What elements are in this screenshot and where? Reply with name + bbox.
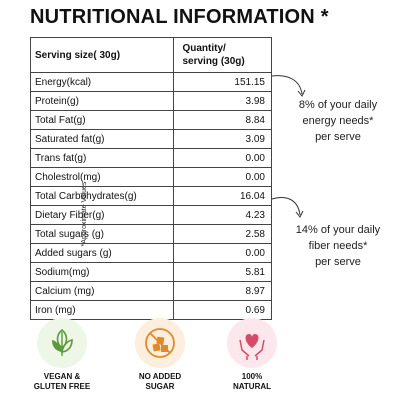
energy-note-line2: energy needs*: [302, 115, 374, 127]
natural-badge-label: 100% NATURAL: [212, 372, 292, 392]
table-row: Total Carbohydrates(g) 16.04: [29, 186, 272, 206]
table-row: Added sugars (g) 0.00: [29, 243, 272, 263]
fiber-note-line2: fiber needs*: [308, 240, 368, 252]
header-serving-size: Serving size( 30g): [29, 37, 175, 73]
nutrient-label: Total Fat(g): [29, 110, 175, 130]
no-sugar-icon: [145, 328, 175, 358]
nutrition-table: Serving size( 30g) Quantity/ serving (30…: [29, 37, 272, 320]
nutrient-value: 3.98: [173, 91, 272, 111]
nutrient-label: Added sugars (g): [29, 243, 175, 263]
nutrient-label: Protein(g): [29, 91, 175, 111]
header-quantity: Quantity/ serving (30g): [173, 37, 272, 73]
fiber-note: 14% of your daily fiber needs* per serve: [282, 222, 394, 270]
nutrient-value: 151.15: [173, 72, 272, 92]
vegan-badge: [37, 318, 87, 368]
energy-note-line1: 8% of your daily: [298, 99, 378, 111]
fiber-note-line1: 14% of your daily: [295, 224, 381, 236]
nutrient-label: Energy(kcal): [29, 72, 175, 92]
nutrient-value: 0.00: [173, 148, 272, 168]
vegan-label-line1: VEGAN &: [43, 372, 81, 381]
natural-badge: [227, 318, 277, 368]
no-sugar-badge-label: NO ADDED SUGAR: [120, 372, 200, 392]
energy-note-line3: per serve: [315, 131, 361, 143]
nutrient-value: 4.23: [173, 205, 272, 225]
nutrient-label: Cholestrol(mg): [29, 167, 175, 187]
nutrient-value: 5.81: [173, 262, 272, 282]
table-row: Total Fat(g) 8.84: [29, 110, 272, 130]
nutrient-value: 0.69: [173, 300, 272, 320]
table-row: Cholestrol(mg) 0.00: [29, 167, 272, 187]
table-row: Dietary Fiber(g) 4.23: [29, 205, 272, 225]
table-header-row: Serving size( 30g) Quantity/ serving (30…: [29, 37, 272, 73]
table-row: Iron (mg) 0.69: [29, 300, 272, 320]
natural-label-line2: NATURAL: [232, 382, 272, 391]
natural-label-line1: 100%: [241, 372, 263, 381]
nutrient-label: Iron (mg): [29, 300, 175, 320]
nutrient-value: 3.09: [173, 129, 272, 149]
nutrient-value: 16.04: [173, 186, 272, 206]
table-row: Protein(g) 3.98: [29, 91, 272, 111]
table-row: Trans fat(g) 0.00: [29, 148, 272, 168]
table-row: Saturated fat(g) 3.09: [29, 129, 272, 149]
nutrient-label: Total sugars (g): [29, 224, 175, 244]
table-row: Total sugars (g) 2.58: [29, 224, 272, 244]
nutrient-value: 0.00: [173, 167, 272, 187]
no-sugar-label-line2: SUGAR: [145, 382, 175, 391]
header-quantity-line1: Quantity/: [182, 43, 226, 54]
nutrient-label: Total Carbohydrates(g): [29, 186, 175, 206]
table-row: Calcium (mg) 8.97: [29, 281, 272, 301]
heart-hands-icon: [239, 334, 265, 360]
nutrient-label: Dietary Fiber(g): [29, 205, 175, 225]
nutrient-label: Trans fat(g): [29, 148, 175, 168]
nutrient-value: 0.00: [173, 243, 272, 263]
energy-arrow-icon: [271, 75, 306, 97]
vegan-badge-label: VEGAN & GLUTEN FREE: [22, 372, 102, 392]
fiber-note-line3: per serve: [315, 256, 361, 268]
nutrient-label: Saturated fat(g): [29, 129, 175, 149]
table-row: Energy(kcal) 151.15: [29, 72, 272, 92]
nutrient-value: 8.84: [173, 110, 272, 130]
no-sugar-badge: [135, 318, 185, 368]
nutrient-label: Calcium (mg): [29, 281, 175, 301]
energy-note: 8% of your daily energy needs* per serve: [282, 97, 394, 145]
no-sugar-label-line1: NO ADDED: [138, 372, 182, 381]
page-title: NUTRITIONAL INFORMATION *: [30, 6, 329, 28]
vegan-label-line2: GLUTEN FREE: [33, 382, 91, 391]
nutrient-label: Sodium(mg): [29, 262, 175, 282]
table-row: Sodium(mg) 5.81: [29, 262, 272, 282]
nutrient-value: 8.97: [173, 281, 272, 301]
vegan-leaf-icon: [52, 328, 73, 356]
fiber-arrow-icon: [271, 197, 304, 218]
nutrient-value: 2.58: [173, 224, 272, 244]
header-quantity-line2: serving (30g): [182, 56, 245, 67]
